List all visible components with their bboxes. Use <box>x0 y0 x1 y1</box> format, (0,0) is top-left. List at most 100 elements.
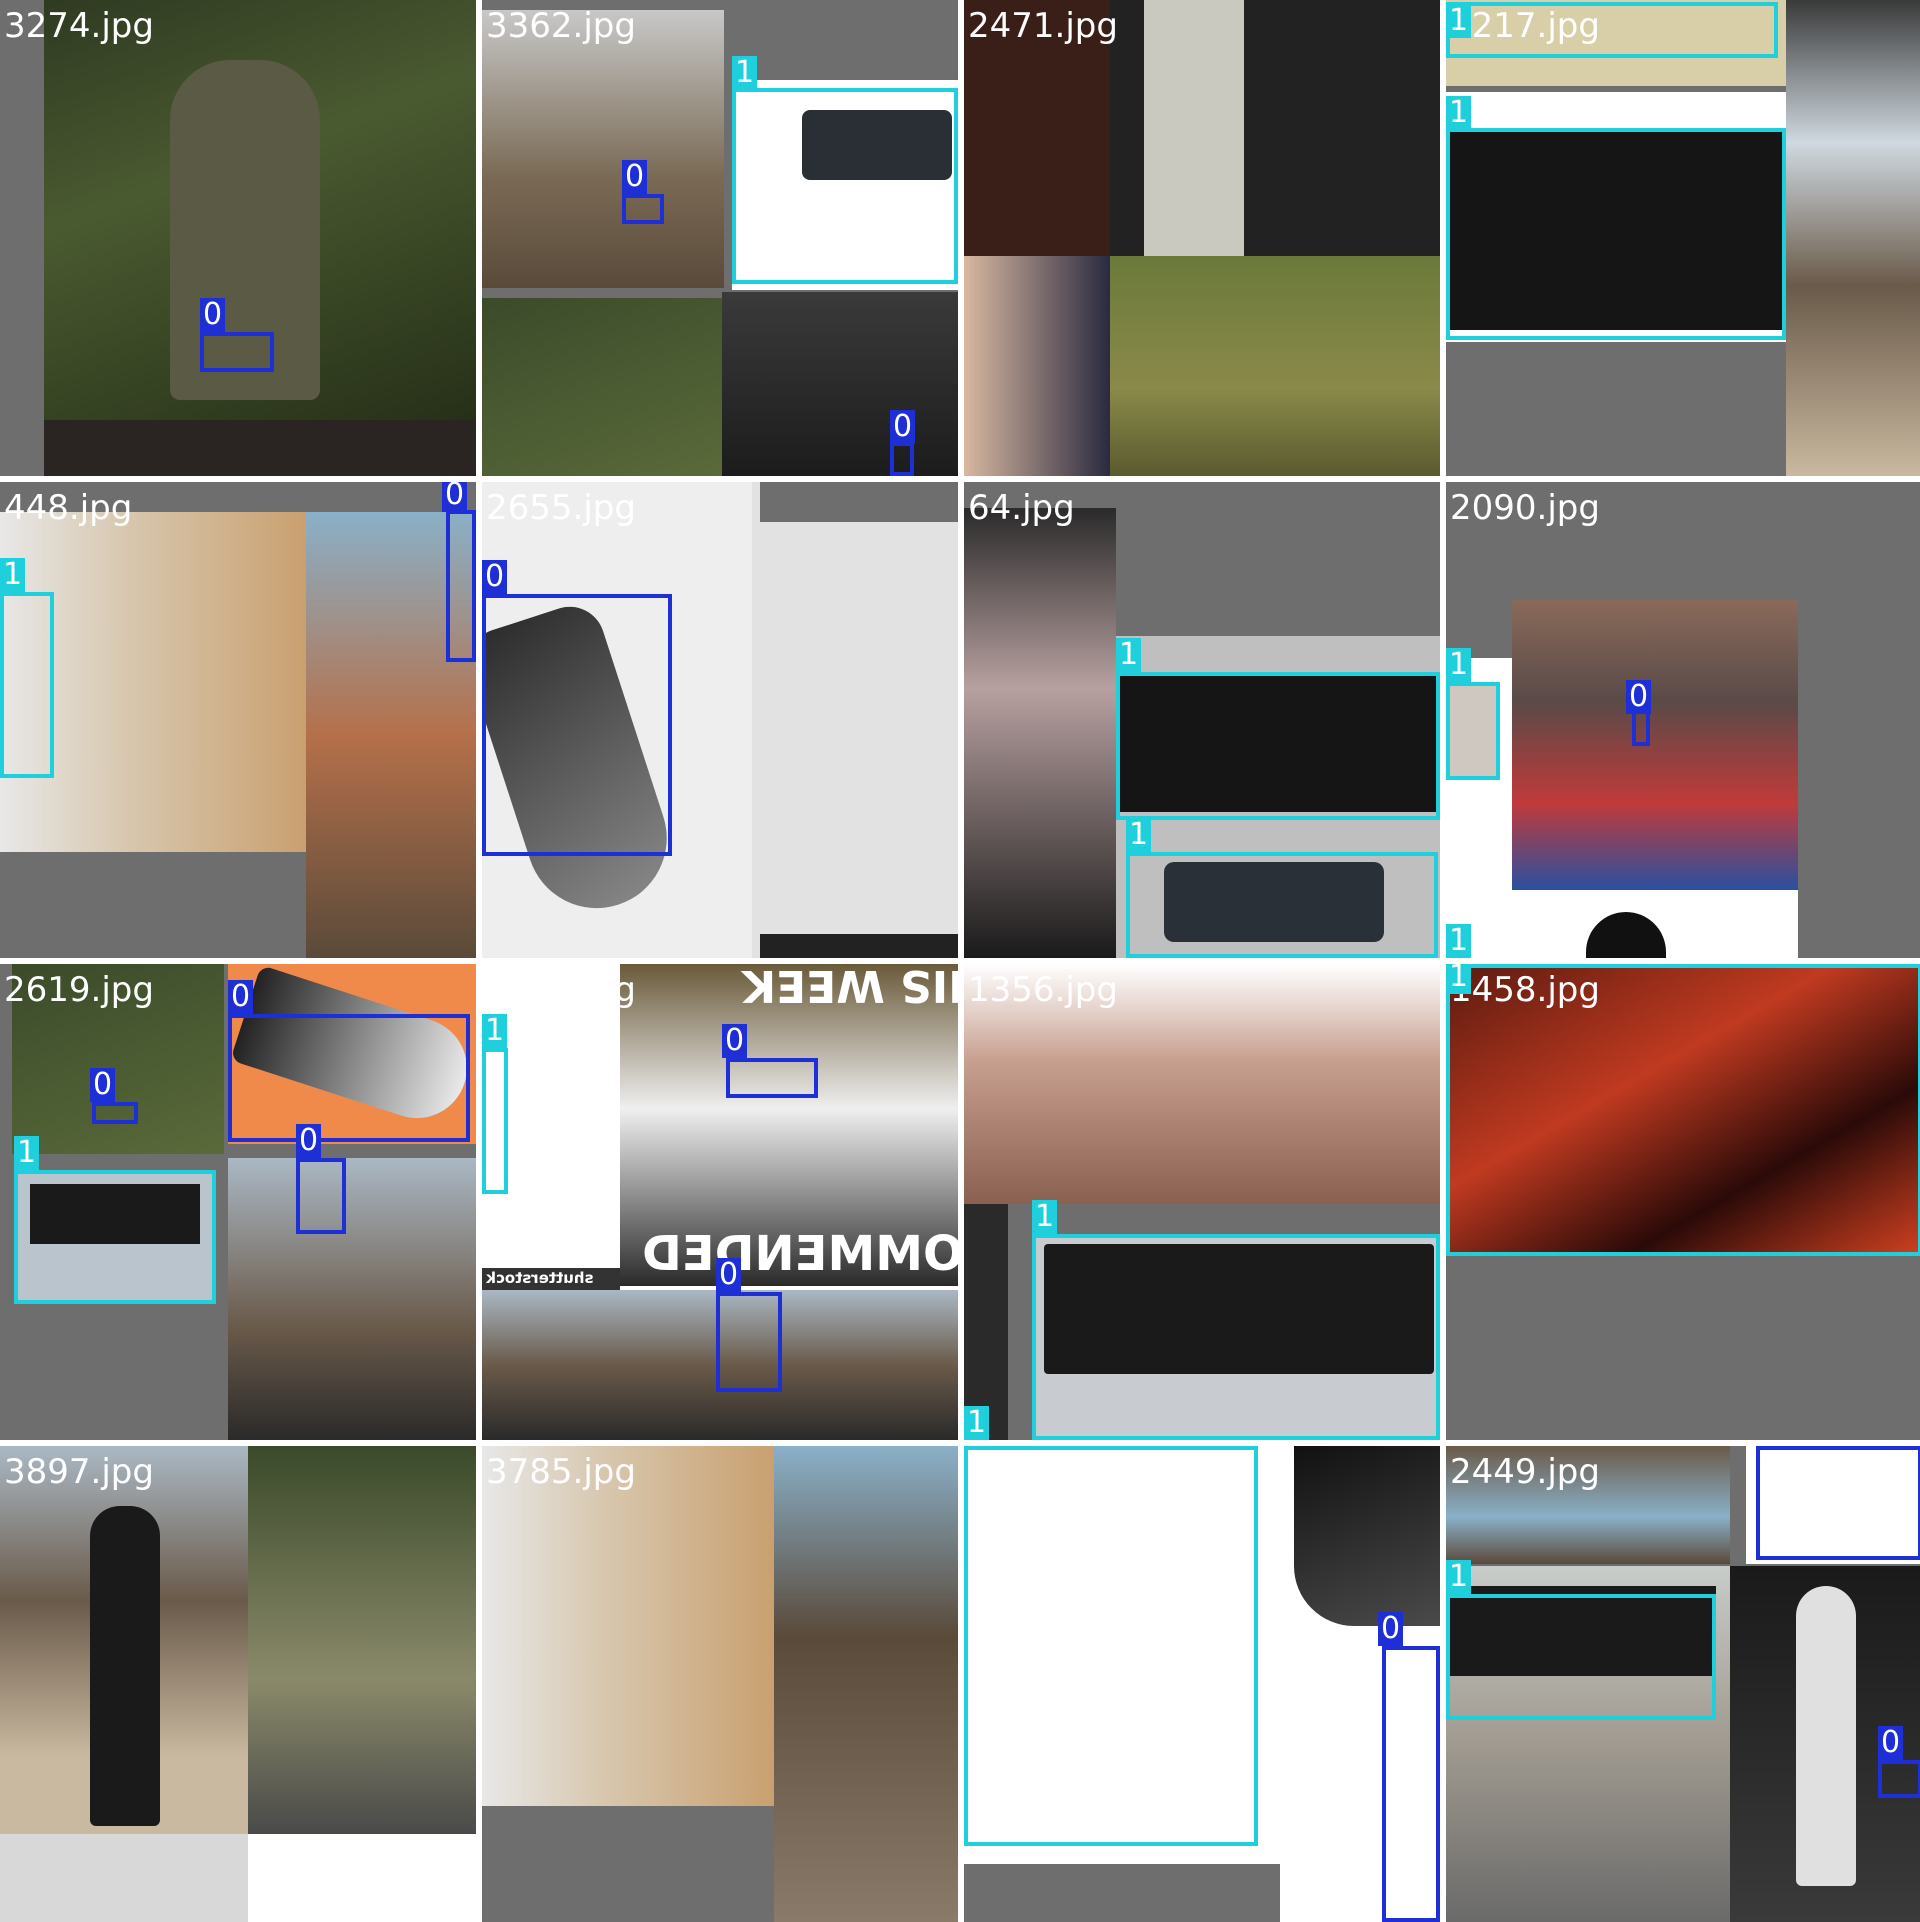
bbox-label: 0 <box>90 1068 116 1102</box>
tile-14: 3785.jpg <box>482 1446 958 1922</box>
bbox-class-1 <box>14 1170 216 1304</box>
bbox-class-0 <box>296 1158 346 1234</box>
bbox-class-0 <box>890 442 914 476</box>
watermark-text: RECOMMENDED <box>642 1226 958 1282</box>
bbox-label: 0 <box>622 160 648 194</box>
bbox-label: 1 <box>1446 648 1472 682</box>
tile-filename: 3274.jpg <box>4 6 154 46</box>
bbox-label: 1 <box>732 56 758 90</box>
fighter-photo <box>482 1290 958 1440</box>
bbox-class-1 <box>1126 852 1438 958</box>
fighter-photo <box>774 1446 958 1922</box>
bbox-label: 1 <box>1446 964 1472 994</box>
man-figure <box>1796 1586 1856 1886</box>
tile-filename: 2449.jpg <box>1450 1452 1600 1492</box>
bbox-class-1 <box>1446 1594 1716 1720</box>
pad-block <box>964 1864 1280 1922</box>
tile-filename: 3785.jpg <box>486 1452 636 1492</box>
shooter-photo <box>248 1446 476 1834</box>
tile-filename: 1217.jpg <box>1450 6 1600 46</box>
bbox-class-0 <box>200 332 274 372</box>
tile-filename: 1458.jpg <box>1450 970 1600 1010</box>
dark-strip <box>964 1204 1008 1440</box>
hand-photo <box>964 964 1440 1204</box>
tile-8: 2090.jpg 1 0 1 <box>1446 482 1920 958</box>
bbox-class-1 <box>964 1446 1258 1846</box>
bbox-label: 1 <box>1446 924 1472 958</box>
tile-3: 2471.jpg <box>964 0 1440 476</box>
watermark-text: THIS WEEK <box>742 964 958 1011</box>
tile-10: shutterstock RECOMMENDED THIS WEEK 3004.… <box>482 964 958 1440</box>
men-photo <box>620 964 958 1286</box>
tile-filename: 1356.jpg <box>968 970 1118 1010</box>
fence-photo <box>1446 1446 1730 1564</box>
bbox-label: 1 <box>1446 96 1472 130</box>
bbox-label: 1 <box>1446 4 1472 38</box>
man-figure <box>90 1506 160 1826</box>
tile-1: 3274.jpg 0 <box>0 0 476 476</box>
bbox-class-1 <box>1446 964 1920 1256</box>
bbox-class-1 <box>732 88 958 284</box>
pad-block <box>760 482 958 522</box>
bbox-class-0 <box>1382 1646 1440 1922</box>
bbox-label: 1 <box>482 1014 508 1048</box>
pistol-crop <box>1446 686 1500 780</box>
bbox-label: 0 <box>1626 680 1652 714</box>
tile-4: 1217.jpg 1 1 <box>1446 0 1920 476</box>
bbox-label: 1 <box>964 1406 990 1440</box>
bbox-label: 0 <box>1756 1446 1782 1450</box>
outdoor-photo <box>482 10 724 288</box>
bbox-class-1 <box>482 1048 508 1194</box>
pistol-shape <box>1446 130 1786 330</box>
bbox-label: 1 <box>1126 818 1152 852</box>
fence-photo <box>1786 0 1920 476</box>
person-legs <box>1144 0 1244 256</box>
white-area <box>1746 1446 1920 1564</box>
bbox-class-0 <box>726 1058 818 1098</box>
bbox-class-0 <box>622 194 664 224</box>
bbox-label: 0 <box>296 1124 322 1158</box>
fighter-photo <box>964 256 1110 476</box>
pistol-shape <box>1116 672 1440 812</box>
light-area <box>0 1834 248 1922</box>
tile-9: 2619.jpg 0 0 1 0 <box>0 964 476 1440</box>
tile-16: 2449.jpg 0 1 0 <box>1446 1446 1920 1922</box>
strip-photo <box>44 420 476 476</box>
pistol-shape <box>1044 1244 1434 1374</box>
tile-filename: 3004.jpg <box>486 970 636 1010</box>
bbox-class-0 <box>1756 1446 1920 1560</box>
tile-filename: 3362.jpg <box>486 6 636 46</box>
bbox-class-0 <box>446 510 476 662</box>
person-photo <box>964 508 1116 958</box>
bbox-label: 1 <box>0 558 26 592</box>
bbox-label: 1 <box>964 1446 990 1450</box>
forest-photo <box>482 298 722 476</box>
tile-15: 3525.jpg 1 0 <box>964 1446 1440 1922</box>
tile-6: 2655.jpg 0 <box>482 482 958 958</box>
tile-filename: 2619.jpg <box>4 970 154 1010</box>
tile-filename: 3897.jpg <box>4 1452 154 1492</box>
tile-filename: 2471.jpg <box>968 6 1118 46</box>
indoor-photo <box>722 292 958 476</box>
tile-2: 3362.jpg 0 1 0 <box>482 0 958 476</box>
tile-filename: 448.jpg <box>4 488 133 528</box>
bbox-class-1 <box>0 592 54 778</box>
bbox-label: 1 <box>1116 638 1142 672</box>
watermark-text: shutterstock <box>486 1269 594 1287</box>
bbox-label: 0 <box>722 1024 748 1058</box>
tile-filename: 64.jpg <box>968 488 1075 528</box>
revolver-shape <box>802 110 952 180</box>
dark-strip <box>760 934 958 958</box>
field-photo <box>1110 256 1440 476</box>
speaker-photo <box>482 1446 774 1806</box>
white-area <box>248 1834 476 1922</box>
tile-filename: 3525.jpg <box>968 1452 1118 1492</box>
bbox-class-1 <box>1116 672 1440 820</box>
bbox-label: 0 <box>228 980 254 1014</box>
pistol-crop <box>1294 1446 1440 1626</box>
man-figure <box>170 60 320 400</box>
bbox-class-1 <box>1446 682 1500 780</box>
bbox-class-0 <box>716 1292 782 1392</box>
bbox-label: 1 <box>14 1136 40 1170</box>
